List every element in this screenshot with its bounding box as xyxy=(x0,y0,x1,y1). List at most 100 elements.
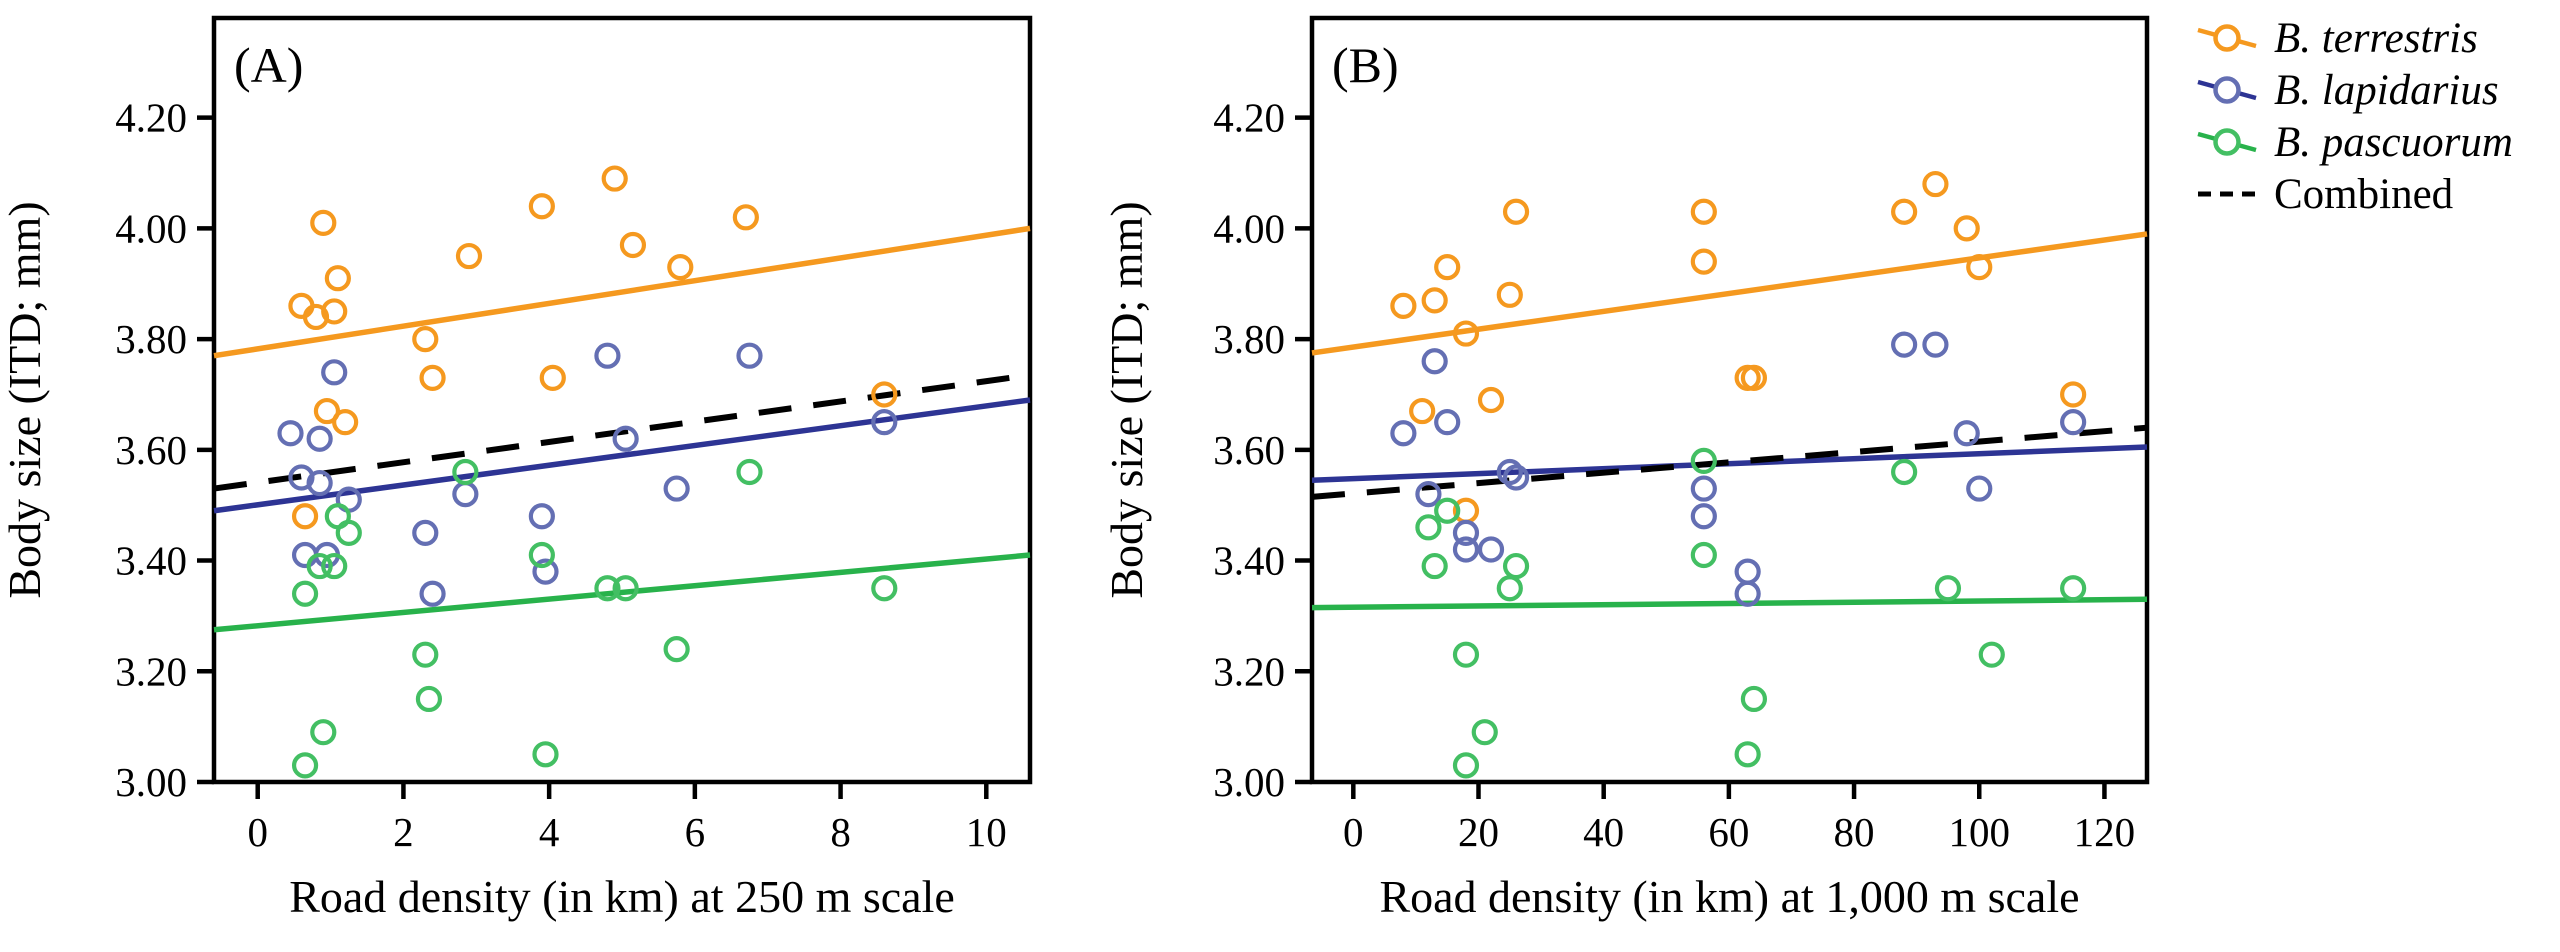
data-point-b-terrestris-b xyxy=(2060,381,2087,408)
trendline-b-pascuorum-a xyxy=(213,552,1031,633)
legend-item-b-pascuorum: B. pascuorum xyxy=(2192,116,2513,168)
panel-label-b: (B) xyxy=(1332,37,1399,93)
data-point-b-lapidarius-b xyxy=(1953,420,1980,447)
data-point-b-terrestris-b xyxy=(1452,320,1480,347)
data-point-b-terrestris-b xyxy=(1966,254,1993,281)
plot-frame-b xyxy=(1309,15,2150,785)
data-point-b-lapidarius-b xyxy=(1496,458,1523,486)
data-point-b-pascuorum-b xyxy=(1740,685,1768,713)
y-tick-label-b: 3.60 xyxy=(1213,427,1285,473)
legend-label-lapidarius: B. lapidarius xyxy=(2274,66,2499,114)
data-point-b-pascuorum-a xyxy=(452,458,479,486)
data-point-b-terrestris-b xyxy=(1409,397,1436,425)
legend-circle-sample xyxy=(2213,76,2241,104)
x-tick-label-b: 100 xyxy=(1948,809,2010,855)
pascuorum-marker-icon xyxy=(2197,128,2257,156)
legend-item-b-terrestris: B. terrestris xyxy=(2192,12,2513,64)
data-point-b-terrestris-b xyxy=(1477,386,1505,414)
data-point-b-lapidarius-b xyxy=(1734,558,1761,585)
y-tick-label-b: 4.20 xyxy=(1213,95,1285,141)
data-point-b-lapidarius-a xyxy=(321,359,348,386)
legend: B. terrestris B. lapidarius B. pascuorum… xyxy=(2192,12,2513,220)
data-point-b-terrestris-a xyxy=(313,397,341,425)
dashed-line-icon xyxy=(2198,191,2256,197)
y-tick-label-b: 3.00 xyxy=(1213,759,1285,805)
data-point-b-lapidarius-a xyxy=(452,481,479,508)
data-point-b-pascuorum-b xyxy=(1934,575,1962,602)
data-point-b-pascuorum-a xyxy=(335,519,362,546)
data-point-b-pascuorum-b xyxy=(1690,541,1717,569)
y-tick-label-a: 3.40 xyxy=(115,538,187,584)
data-point-b-pascuorum-a xyxy=(415,685,443,713)
data-point-b-terrestris-a xyxy=(539,364,566,391)
legend-item-combined: Combined xyxy=(2192,168,2513,220)
x-tick-label-a: 4 xyxy=(539,809,560,855)
y-axis-title-a: Body size (ITD; mm) xyxy=(0,201,50,598)
legend-label-pascuorum: B. pascuorum xyxy=(2274,118,2513,166)
data-point-b-pascuorum-b xyxy=(1734,741,1761,768)
data-point-b-pascuorum-a xyxy=(291,752,319,779)
data-point-b-terrestris-b xyxy=(1690,248,1717,275)
y-tick-label-a: 4.00 xyxy=(115,205,187,251)
data-point-b-terrestris-a xyxy=(321,298,348,325)
legend-label-combined: Combined xyxy=(2274,170,2454,218)
data-point-b-pascuorum-a xyxy=(663,636,690,663)
data-point-b-lapidarius-b xyxy=(1922,331,1949,358)
legend-circle-sample xyxy=(2213,24,2241,52)
data-point-b-terrestris-a xyxy=(412,326,439,353)
x-tick-label-b: 20 xyxy=(1458,809,1499,855)
data-point-b-terrestris-b xyxy=(1891,198,1918,225)
data-point-b-terrestris-b xyxy=(1740,364,1768,391)
data-point-b-pascuorum-b xyxy=(2060,575,2087,602)
data-point-b-pascuorum-b xyxy=(1978,641,2005,668)
data-point-b-lapidarius-a xyxy=(412,519,439,546)
x-tick-label-a: 8 xyxy=(830,809,851,855)
data-point-b-lapidarius-b xyxy=(1690,503,1717,530)
panel-label-a: (A) xyxy=(234,37,303,93)
x-tick-label-b: 0 xyxy=(1343,809,1364,855)
trendline-combined-b xyxy=(1311,424,2148,500)
legend-item-b-lapidarius: B. lapidarius xyxy=(2192,64,2513,116)
data-point-b-terrestris-a xyxy=(871,381,898,408)
x-tick-label-b: 80 xyxy=(1834,809,1875,855)
legend-circle-sample xyxy=(2213,128,2241,156)
y-tick-label-a: 3.00 xyxy=(115,759,187,805)
data-point-b-terrestris-a xyxy=(419,364,446,391)
data-point-b-lapidarius-b xyxy=(1434,409,1461,436)
data-point-b-lapidarius-b xyxy=(1477,536,1505,563)
data-point-b-lapidarius-a xyxy=(871,409,898,436)
data-point-b-lapidarius-b xyxy=(1452,519,1480,546)
data-point-b-pascuorum-b xyxy=(1471,719,1498,746)
data-point-b-pascuorum-a xyxy=(612,575,639,602)
data-point-b-terrestris-b xyxy=(1922,170,1949,198)
x-axis-title-b: Road density (in km) at 1,000 m scale xyxy=(1379,871,2079,922)
data-point-b-pascuorum-a xyxy=(291,580,319,607)
lapidarius-marker-icon xyxy=(2197,76,2257,104)
data-point-b-lapidarius-b xyxy=(1452,536,1480,563)
data-point-b-terrestris-a xyxy=(291,503,319,530)
data-point-b-pascuorum-b xyxy=(1502,552,1530,580)
y-tick-label-b: 3.40 xyxy=(1213,538,1285,584)
terrestris-marker-icon xyxy=(2197,24,2257,52)
data-point-b-pascuorum-b xyxy=(1496,575,1523,602)
data-point-b-terrestris-b xyxy=(1421,287,1448,314)
x-tick-label-b: 40 xyxy=(1583,809,1624,855)
data-point-b-lapidarius-b xyxy=(1415,481,1442,508)
data-point-b-lapidarius-a xyxy=(532,558,559,585)
data-point-b-lapidarius-b xyxy=(1390,420,1417,447)
data-point-b-terrestris-b xyxy=(1953,215,1980,242)
data-point-b-pascuorum-a xyxy=(736,458,763,486)
data-point-b-pascuorum-a xyxy=(412,641,439,668)
data-point-b-lapidarius-a xyxy=(277,420,304,447)
data-point-b-pascuorum-a xyxy=(321,552,348,580)
x-axis-title-a: Road density (in km) at 250 m scale xyxy=(289,871,955,922)
data-point-b-lapidarius-a xyxy=(612,425,639,452)
legend-label-terrestris: B. terrestris xyxy=(2274,14,2478,62)
x-tick-label-a: 6 xyxy=(685,809,706,855)
data-point-b-pascuorum-a xyxy=(528,541,555,569)
data-point-b-terrestris-b xyxy=(1496,281,1523,308)
data-point-b-pascuorum-a xyxy=(594,575,621,602)
x-tick-label-b: 60 xyxy=(1708,809,1749,855)
data-point-b-terrestris-a xyxy=(528,193,555,220)
